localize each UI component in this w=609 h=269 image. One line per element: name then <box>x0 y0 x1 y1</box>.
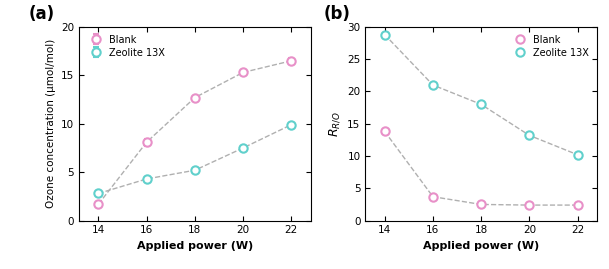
Zeolite 13X <box>574 153 581 156</box>
Y-axis label: $R_{R/O}$: $R_{R/O}$ <box>327 111 342 137</box>
Blank <box>381 130 389 133</box>
Legend: Blank, Zeolite 13X: Blank, Zeolite 13X <box>84 32 168 61</box>
Blank <box>574 203 581 207</box>
Blank <box>526 203 533 207</box>
Text: (a): (a) <box>28 5 54 23</box>
Blank <box>429 195 437 198</box>
Zeolite 13X <box>526 134 533 137</box>
Zeolite 13X <box>381 33 389 36</box>
Legend: Blank, Zeolite 13X: Blank, Zeolite 13X <box>508 32 592 61</box>
Text: (b): (b) <box>324 5 351 23</box>
Y-axis label: Ozone concentration (μmol/mol): Ozone concentration (μmol/mol) <box>46 39 55 208</box>
Line: Blank: Blank <box>381 127 582 209</box>
Zeolite 13X <box>429 83 437 87</box>
Line: Zeolite 13X: Zeolite 13X <box>381 30 582 159</box>
Blank <box>477 203 485 206</box>
X-axis label: Applied power (W): Applied power (W) <box>423 241 539 251</box>
X-axis label: Applied power (W): Applied power (W) <box>137 241 253 251</box>
Zeolite 13X <box>477 103 485 106</box>
